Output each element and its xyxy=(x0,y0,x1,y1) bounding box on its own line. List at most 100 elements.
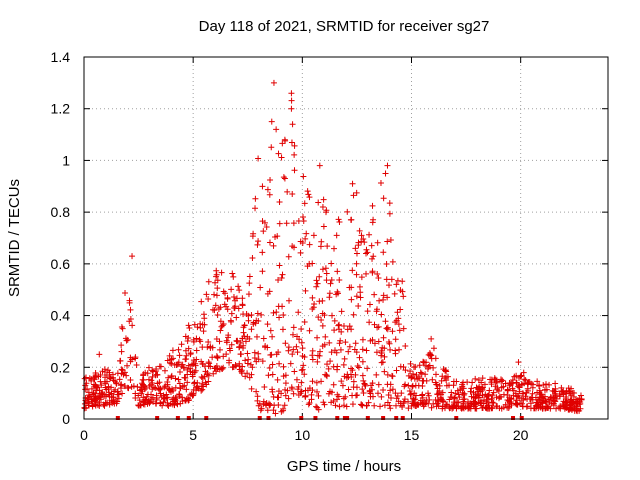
data-point xyxy=(288,105,295,112)
data-point xyxy=(358,274,365,281)
data-point xyxy=(324,243,331,250)
data-point xyxy=(289,351,296,358)
data-point xyxy=(120,371,127,378)
data-point xyxy=(499,377,506,384)
data-point xyxy=(165,385,172,392)
data-point xyxy=(86,402,93,409)
data-point xyxy=(170,355,177,362)
data-point xyxy=(238,370,245,377)
data-point xyxy=(488,381,495,388)
data-point xyxy=(302,387,309,394)
data-point xyxy=(331,245,338,252)
data-point xyxy=(409,383,416,390)
data-point xyxy=(330,381,337,388)
data-point xyxy=(343,374,350,381)
data-point xyxy=(331,317,338,324)
data-point xyxy=(118,381,125,388)
data-point xyxy=(309,306,316,313)
data-point xyxy=(204,344,211,351)
data-point xyxy=(398,390,405,397)
data-point xyxy=(200,311,207,318)
data-point xyxy=(538,399,545,406)
data-point xyxy=(264,407,271,414)
data-point xyxy=(444,401,451,408)
data-point xyxy=(289,243,296,250)
data-point xyxy=(257,407,264,414)
data-point xyxy=(273,126,280,133)
data-point xyxy=(428,404,435,411)
data-point xyxy=(237,339,244,346)
data-point xyxy=(370,253,377,260)
data-point xyxy=(481,396,488,403)
data-point xyxy=(253,388,260,395)
data-point xyxy=(266,191,273,198)
data-point xyxy=(124,362,131,369)
data-point xyxy=(234,338,241,345)
data-point xyxy=(167,359,174,366)
data-point xyxy=(282,392,289,399)
data-point xyxy=(278,408,285,415)
data-point xyxy=(175,346,182,353)
data-point xyxy=(314,334,321,341)
gap-marker xyxy=(186,416,191,420)
data-point xyxy=(172,375,179,382)
data-point xyxy=(85,389,92,396)
data-point xyxy=(389,258,396,265)
data-point xyxy=(358,401,365,408)
data-point xyxy=(357,294,364,301)
data-point xyxy=(392,347,399,354)
data-point xyxy=(359,386,366,393)
data-point xyxy=(144,391,151,398)
data-point xyxy=(266,239,273,246)
data-point xyxy=(199,361,206,368)
data-point xyxy=(255,238,262,245)
data-point xyxy=(116,376,123,383)
gap-marker xyxy=(365,416,370,420)
data-point xyxy=(88,396,95,403)
x-tick-label: 20 xyxy=(513,427,529,443)
data-point xyxy=(289,121,296,128)
data-point xyxy=(504,404,511,411)
data-point xyxy=(190,390,197,397)
data-point xyxy=(174,361,181,368)
data-point xyxy=(473,384,480,391)
data-point xyxy=(96,387,103,394)
data-point xyxy=(205,372,212,379)
data-point xyxy=(478,400,485,407)
data-point xyxy=(212,279,219,286)
data-point xyxy=(370,393,377,400)
data-point xyxy=(187,391,194,398)
data-point xyxy=(244,370,251,377)
data-point xyxy=(288,90,295,97)
data-point xyxy=(216,366,223,373)
data-point xyxy=(325,390,332,397)
data-point xyxy=(349,401,356,408)
data-point xyxy=(299,345,306,352)
data-point xyxy=(315,199,322,206)
data-point xyxy=(248,371,255,378)
data-point xyxy=(114,370,121,377)
data-point xyxy=(263,224,270,231)
data-point xyxy=(175,376,182,383)
data-point xyxy=(286,297,293,304)
data-point xyxy=(451,395,458,402)
gap-marker xyxy=(115,416,120,420)
data-point xyxy=(477,399,484,406)
data-point xyxy=(425,392,432,399)
data-point xyxy=(308,396,315,403)
data-point xyxy=(173,400,180,407)
data-point xyxy=(248,385,255,392)
data-point xyxy=(383,261,390,268)
data-point xyxy=(276,198,283,205)
data-point xyxy=(90,389,97,396)
data-point xyxy=(333,232,340,239)
data-point xyxy=(352,245,359,252)
data-point xyxy=(477,388,484,395)
data-point xyxy=(394,393,401,400)
data-point xyxy=(393,367,400,374)
data-point xyxy=(194,379,201,386)
data-point xyxy=(281,175,288,182)
data-point xyxy=(443,377,450,384)
y-tick-label: 0.8 xyxy=(51,204,71,220)
data-point xyxy=(504,397,511,404)
